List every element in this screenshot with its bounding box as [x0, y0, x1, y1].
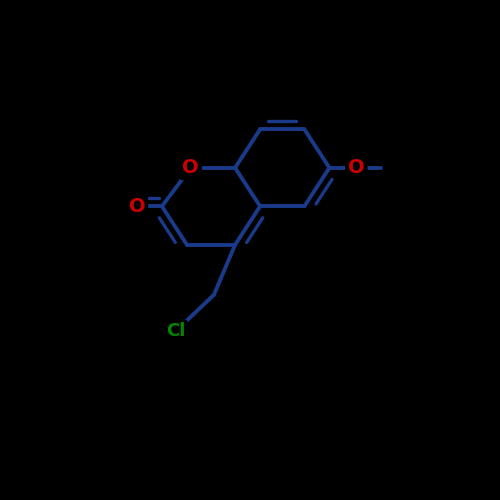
Text: O: O: [182, 158, 199, 178]
Text: O: O: [128, 197, 145, 216]
Text: Cl: Cl: [166, 322, 185, 340]
Text: O: O: [348, 158, 364, 178]
